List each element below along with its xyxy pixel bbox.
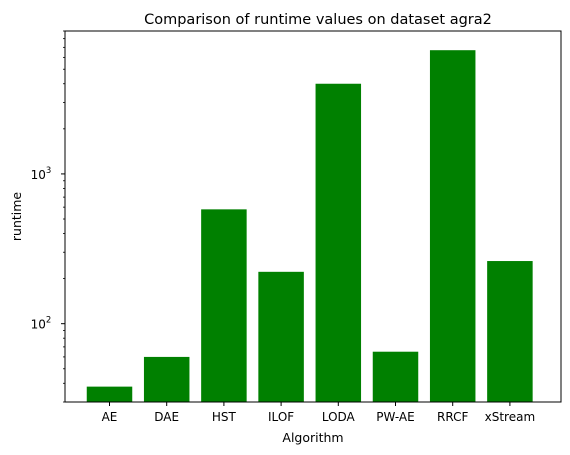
- bar-dae: [143, 356, 190, 402]
- x-tick-label: DAE: [154, 410, 179, 424]
- bar-pw-ae: [372, 351, 419, 402]
- x-tick-label: LODA: [322, 410, 356, 424]
- x-tick-label: RRCF: [437, 410, 468, 424]
- plot-frame: [64, 30, 562, 403]
- bars-group: [86, 50, 533, 403]
- x-tick-label: PW-AE: [376, 410, 414, 424]
- bar-ae: [86, 386, 133, 402]
- bar-rrcf: [429, 50, 476, 402]
- x-tick-label: ILOF: [268, 410, 294, 424]
- bar-hst: [201, 209, 247, 402]
- bar-ilof: [258, 271, 304, 402]
- x-tick-label: xStream: [485, 410, 536, 424]
- x-tick-label: AE: [102, 410, 118, 424]
- x-axis-title: Algorithm: [282, 430, 343, 445]
- y-tick-label: 102: [31, 316, 52, 332]
- bar-xstream: [487, 261, 533, 402]
- y-axis-title: runtime: [9, 192, 24, 242]
- bar-loda: [315, 83, 362, 403]
- y-tick-label: 103: [31, 166, 52, 182]
- x-tick-label: HST: [212, 410, 237, 424]
- y-axis-ticks: 102 103: [31, 30, 65, 403]
- x-axis-ticks: AE DAE HST ILOF LODA PW-AE RRCF xStream: [102, 402, 536, 424]
- chart-title: Comparison of runtime values on dataset …: [144, 12, 492, 28]
